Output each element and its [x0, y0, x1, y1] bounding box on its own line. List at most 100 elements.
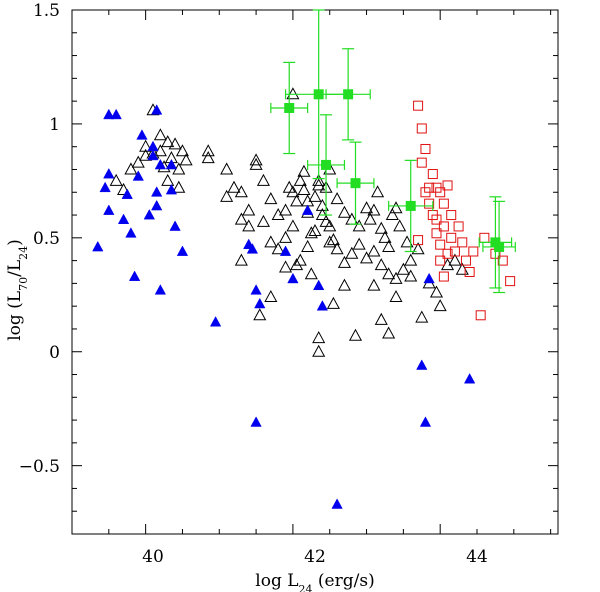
filled-triangle-point: [254, 297, 266, 309]
open-square-point: [435, 239, 446, 250]
open-triangle-point: [168, 137, 182, 150]
open-triangle-point: [253, 308, 267, 321]
open-triangle-point: [117, 182, 131, 195]
filled-triangle-point: [92, 240, 104, 252]
open-square-point: [497, 255, 508, 266]
data-points: [92, 9, 516, 509]
open-triangle-point: [312, 331, 326, 344]
filled-triangle-point: [136, 129, 148, 140]
filled-triangle-point: [250, 284, 262, 295]
filled-triangle-point: [117, 213, 130, 224]
open-square-point: [464, 267, 475, 277]
open-triangle-point: [337, 255, 351, 268]
open-triangle-point: [360, 201, 374, 214]
open-triangle-point: [330, 242, 344, 255]
filled-triangle-point: [110, 108, 122, 120]
filled-triangle-point: [169, 220, 181, 231]
y-tick-label: 0.5: [33, 229, 60, 249]
open-square-point: [431, 228, 442, 239]
open-triangle-point: [279, 203, 293, 216]
open-triangle-point: [201, 144, 215, 157]
open-triangle-point: [312, 344, 326, 357]
open-triangle-point: [348, 328, 363, 341]
filled-triangle-point: [143, 209, 155, 220]
open-triangle-point: [220, 162, 234, 175]
plot-frame: [71, 9, 559, 535]
filled-triangle-point: [151, 104, 163, 115]
open-triangle-point: [360, 251, 374, 264]
open-triangle-point: [315, 198, 329, 211]
open-triangle-point: [271, 207, 285, 221]
open-triangle-point: [124, 162, 138, 175]
filled-triangle-point: [165, 158, 178, 170]
open-triangle-point: [393, 219, 407, 232]
filled-triangle-point: [209, 316, 222, 327]
filled-triangle-point: [147, 140, 159, 152]
filled-square-point: [405, 200, 416, 211]
x-axis-label: log L24 (erg/s): [255, 571, 374, 592]
filled-triangle-point: [165, 183, 178, 195]
filled-triangle-point: [423, 272, 435, 284]
filled-triangle-point: [316, 300, 329, 311]
filled-triangle-point: [125, 227, 137, 238]
open-triangle-point: [264, 192, 278, 205]
open-square-point: [442, 248, 453, 259]
filled-triangle-point: [176, 245, 189, 256]
open-triangle-point: [389, 271, 403, 284]
open-triangle-point: [433, 299, 447, 312]
open-triangle-point: [404, 253, 418, 266]
open-triangle-point: [326, 296, 340, 309]
open-triangle-point: [337, 278, 351, 291]
open-triangle-point: [429, 285, 444, 298]
filled-square-point: [494, 241, 505, 252]
open-triangle-point: [448, 253, 462, 266]
open-square-point: [442, 180, 453, 191]
open-square-point: [435, 187, 446, 198]
filled-triangle-point: [154, 158, 167, 170]
open-triangle-point: [374, 312, 388, 325]
filled-triangle-point: [331, 498, 343, 509]
y-tick-label: −0.5: [19, 457, 60, 477]
open-triangle-point: [234, 253, 248, 266]
open-triangle-point: [323, 235, 337, 248]
open-square-point: [475, 310, 486, 321]
filled-triangle-point: [279, 245, 292, 256]
open-triangle-point: [175, 144, 189, 157]
open-triangle-point: [279, 260, 293, 273]
filled-triangle-point: [147, 149, 159, 161]
open-triangle-point: [374, 221, 388, 234]
open-triangle-point: [385, 207, 399, 221]
open-square-point: [505, 276, 516, 287]
filled-triangle-point: [132, 170, 144, 181]
filled-triangle-point: [419, 416, 432, 427]
open-triangle-point: [172, 180, 186, 193]
open-triangle-point: [367, 278, 381, 291]
open-triangle-point: [352, 237, 366, 250]
open-square-point: [416, 157, 427, 168]
open-triangle-point: [279, 230, 293, 243]
open-square-point: [413, 100, 424, 111]
open-square-point: [449, 246, 460, 257]
open-triangle-point: [271, 242, 285, 255]
open-triangle-point: [363, 212, 377, 225]
open-square-point: [446, 232, 457, 243]
open-triangle-point: [256, 214, 270, 227]
y-tick-label: 1.5: [33, 1, 60, 21]
open-triangle-point: [290, 258, 304, 271]
open-triangle-point: [378, 230, 392, 243]
filled-triangle-point: [151, 199, 163, 211]
open-square-point: [460, 255, 471, 266]
open-triangle-point: [234, 185, 248, 198]
open-triangle-point: [371, 185, 385, 198]
y-tick-label: 1: [49, 115, 60, 135]
open-square-point: [457, 237, 468, 248]
open-triangle-point: [286, 87, 300, 100]
open-triangle-point: [286, 219, 300, 232]
open-triangle-point: [286, 185, 300, 198]
axis-ticks: [71, 9, 558, 535]
error-bar: [388, 159, 434, 253]
open-triangle-point: [367, 203, 381, 216]
open-triangle-point: [367, 244, 381, 257]
open-triangle-point: [400, 235, 414, 248]
